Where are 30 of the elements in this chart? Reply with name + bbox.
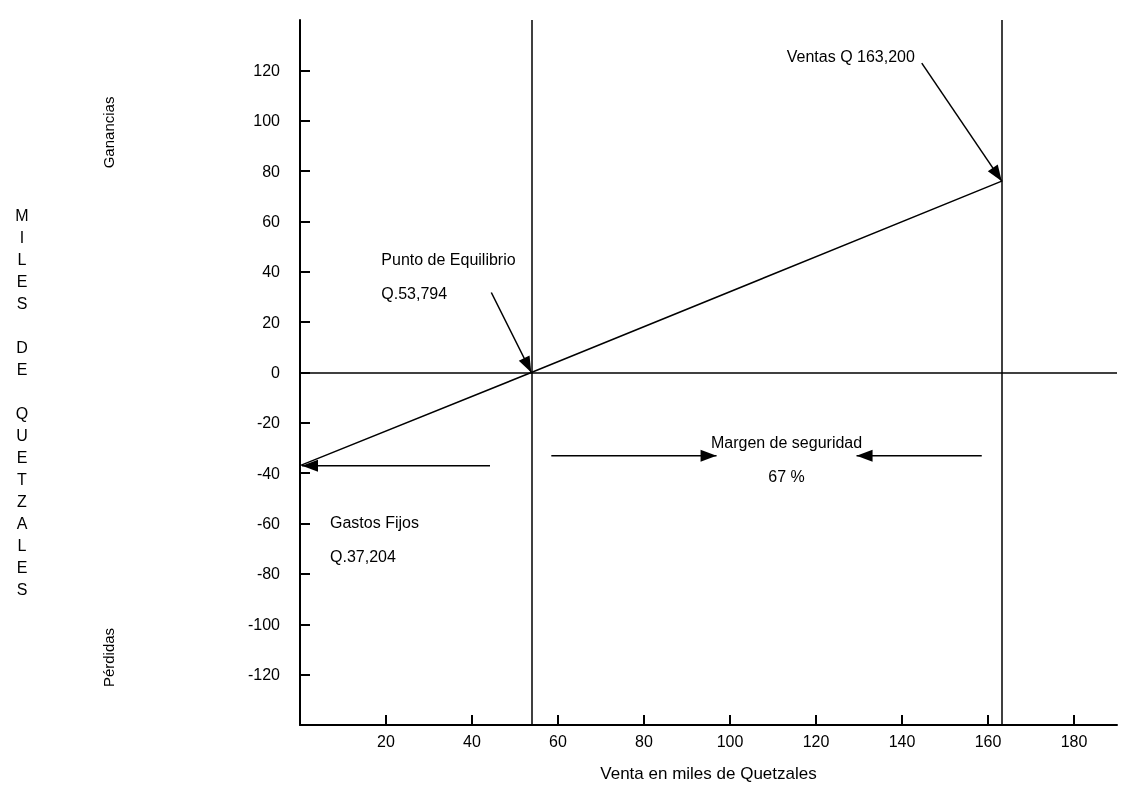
x-tick-label: 160	[974, 732, 1002, 750]
annotation: Ventas Q 163,200	[786, 47, 915, 65]
y-tick-label: 40	[262, 263, 281, 281]
x-tick-label: 40	[463, 732, 481, 750]
y-tick-label: 60	[262, 212, 281, 230]
annotation: Gastos Fijos Q.37,204	[330, 514, 419, 566]
annotation: Punto de Equilibrio Q.53,794	[381, 251, 516, 302]
annotation: Margen de seguridad 67 %	[710, 434, 863, 486]
y-tick-label: 120	[253, 61, 281, 79]
y-tick-label: -120	[247, 666, 281, 684]
y-tick-label: 100	[253, 112, 281, 130]
y-tick-label: -100	[247, 615, 281, 633]
y-tick-label: -80	[256, 565, 281, 583]
text: Ganancias	[99, 96, 117, 169]
x-tick-label: 120	[802, 732, 830, 750]
x-tick-label: 80	[635, 732, 653, 750]
text: Pérdidas	[99, 627, 117, 688]
y-tick-label: -60	[256, 515, 281, 533]
y-tick-label: 20	[262, 313, 281, 331]
x-tick-label: 180	[1060, 732, 1088, 750]
x-tick-label: 60	[549, 732, 567, 750]
x-tick-label: 140	[888, 732, 916, 750]
y-tick-label: 0	[271, 364, 281, 381]
x-tick-label: 20	[377, 732, 395, 750]
x-axis-title: Venta en miles de Quetzales	[600, 764, 817, 783]
x-tick-label: 100	[716, 732, 744, 750]
y-tick-label: 80	[262, 162, 281, 180]
y-tick-label: -20	[256, 414, 281, 432]
y-tick-label: -40	[256, 464, 281, 482]
text: MILES DE QUETZALES	[15, 206, 29, 598]
